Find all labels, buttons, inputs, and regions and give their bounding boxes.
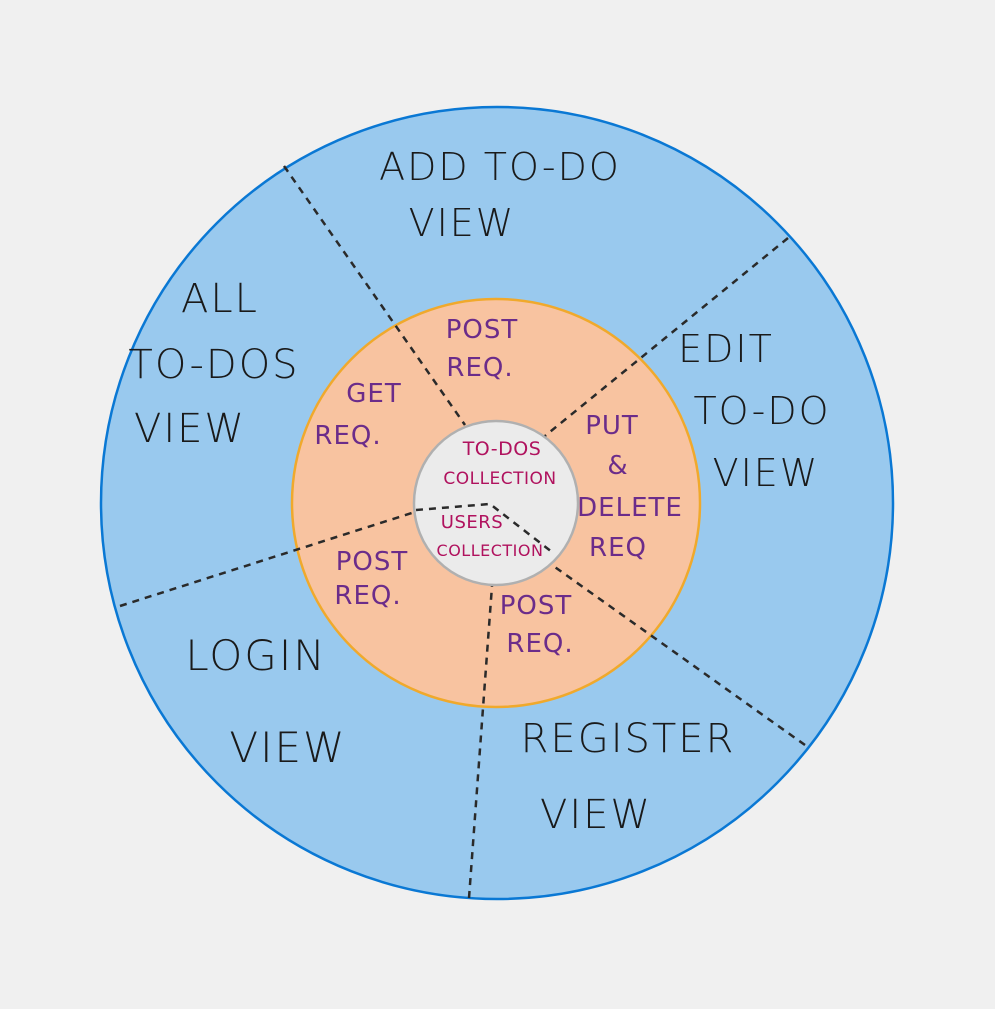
divider-register-login xyxy=(467,585,494,899)
login-view-line-2: VIEW xyxy=(229,723,346,772)
divider-add-edit xyxy=(539,237,789,441)
add-post-req-line-2: REQ. xyxy=(446,353,513,383)
login-view-line-1: LOGIN xyxy=(185,631,326,680)
add-todo-view-line-1: ADD TO-DO xyxy=(379,145,621,189)
request-labels: POST REQ. PUT & DELETE REQ POST REQ. POS… xyxy=(314,315,683,659)
section-dividers xyxy=(119,165,806,899)
divider-login-all xyxy=(119,509,419,608)
register-post-req-line-1: POST xyxy=(500,591,573,621)
register-post-req-line-2: REQ. xyxy=(506,629,573,659)
register-view-line-1: REGISTER xyxy=(521,716,736,762)
todos-collection-line-2: COLLECTION xyxy=(443,469,556,489)
users-collection-line-1: USERS xyxy=(441,512,503,533)
register-view-line-2: VIEW xyxy=(540,792,652,838)
view-labels: ADD TO-DO VIEW EDIT TO-DO VIEW REGISTER … xyxy=(128,145,830,838)
edit-put-delete-req-line-3: DELETE xyxy=(577,493,683,523)
add-todo-view-line-2: VIEW xyxy=(409,201,516,245)
collection-labels: TO-DOS COLLECTION USERS COLLECTION xyxy=(437,438,557,560)
edit-todo-view-line-2: TO-DO xyxy=(693,389,830,433)
edit-put-delete-req-line-1: PUT xyxy=(585,411,639,441)
all-get-req-line-1: GET xyxy=(346,379,401,409)
all-todos-view-line-1: ALL xyxy=(181,276,259,322)
login-post-req-line-2: REQ. xyxy=(334,581,401,611)
edit-put-delete-req-line-2: & xyxy=(607,451,628,481)
edit-todo-view-line-1: EDIT xyxy=(678,327,774,371)
all-todos-view-line-3: VIEW xyxy=(134,406,246,452)
users-collection-line-2: COLLECTION xyxy=(437,541,544,560)
all-get-req-line-2: REQ. xyxy=(314,421,381,451)
todos-collection-line-1: TO-DOS xyxy=(462,438,542,460)
divider-add-all xyxy=(282,165,467,426)
login-post-req-line-1: POST xyxy=(336,547,409,577)
inner-collections-ring xyxy=(412,419,580,587)
add-post-req-line-1: POST xyxy=(446,315,519,345)
edit-put-delete-req-line-4: REQ xyxy=(589,533,647,563)
all-todos-view-line-2: TO-DOS xyxy=(128,342,299,388)
edit-todo-view-line-3: VIEW xyxy=(713,451,820,495)
